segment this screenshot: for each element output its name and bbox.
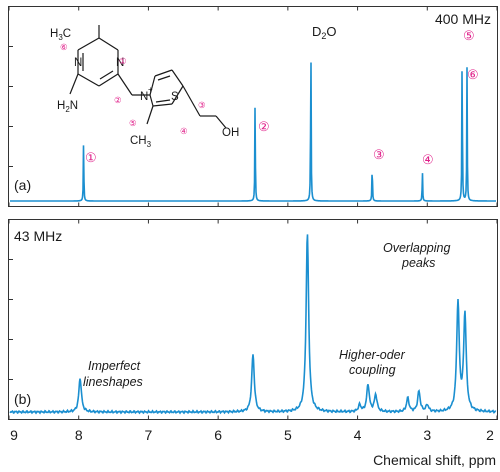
annotation-lineshapes: lineshapes (83, 375, 143, 389)
pos-label-2: ② (114, 95, 122, 105)
atom-ch3: CH3 (130, 135, 152, 149)
panel-a-ticks (8, 6, 498, 207)
panel-b-frame (8, 219, 498, 420)
atom-n-thiazole: N (140, 91, 148, 103)
x-tick-label: 9 (10, 427, 18, 443)
field-label-43: 43 MHz (14, 228, 62, 244)
atom-s: S (171, 91, 179, 103)
atom-n2: N (116, 57, 124, 69)
spectrum-43mhz-line (9, 234, 497, 415)
x-tick-labels: 9 8 7 6 5 4 3 2 (10, 427, 494, 443)
annotation-coupling: coupling (349, 363, 396, 377)
atom-h2n: H2N (57, 100, 78, 114)
panel-b-label: (b) (14, 391, 31, 407)
molecule-position-labels: ⑥ ① ② ⑤ ④ ③ (60, 42, 206, 136)
x-tick-label: 6 (214, 427, 222, 443)
x-tick-label: 7 (145, 427, 153, 443)
atom-h3c: H3C (50, 28, 71, 42)
annotation-overlapping: Overlapping (383, 241, 450, 255)
d2o-label: D2O (312, 24, 337, 41)
spectrum-400mhz-line (10, 62, 496, 202)
pos-label-6: ⑥ (60, 42, 68, 52)
pos-label-4: ④ (180, 126, 188, 136)
annotation-higher-oder: Higher-oder (339, 348, 406, 362)
pos-label-3: ③ (198, 100, 206, 110)
peak-label-3: ③ (373, 147, 385, 162)
atom-n1: N (74, 57, 82, 69)
pos-label-5: ⑤ (129, 118, 137, 128)
x-tick-label: 4 (354, 427, 362, 443)
x-tick-label: 3 (423, 427, 431, 443)
x-tick-label: 5 (284, 427, 292, 443)
atom-oh: OH (222, 127, 239, 139)
atom-n-plus: + (148, 85, 153, 94)
field-label-400: 400 MHz (435, 11, 491, 27)
annotation-peaks: peaks (401, 256, 435, 270)
panel-b-ticks (8, 219, 498, 420)
molecule-structure (69, 25, 227, 129)
x-tick-label: 2 (486, 427, 494, 443)
peak-label-6: ⑥ (467, 67, 479, 82)
peak-label-2: ② (258, 119, 270, 134)
panel-a-label: (a) (14, 177, 31, 193)
x-tick-label: 8 (75, 427, 83, 443)
x-axis-label: Chemical shift, ppm (373, 452, 496, 468)
annotation-imperfect: Imperfect (88, 359, 141, 373)
peak-label-4: ④ (422, 152, 434, 167)
molecule-atom-labels: H3C N N H2N N + S OH CH3 (50, 28, 239, 149)
pos-label-1: ① (119, 56, 127, 66)
panel-a-frame (8, 6, 498, 207)
peak-label-5: ⑤ (463, 28, 475, 43)
peak-label-1: ① (85, 150, 97, 165)
